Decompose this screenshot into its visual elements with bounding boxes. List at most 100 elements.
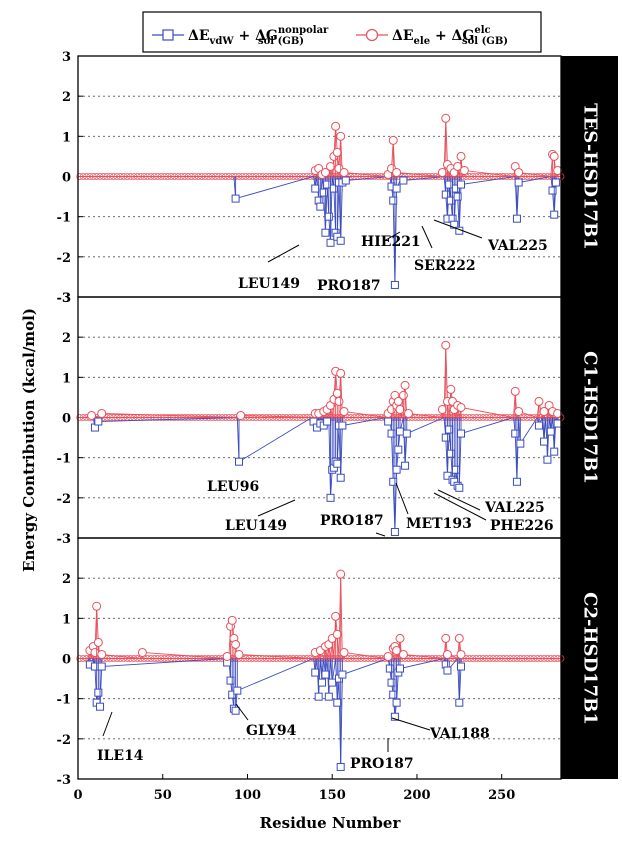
point-0-p2-25 [441, 433, 450, 442]
y-tick-label-p2-1: 1 [62, 371, 71, 386]
baseline-marker-p1-127 [289, 173, 297, 180]
point-0-p1-23 [445, 180, 454, 189]
baseline-marker-p2-71 [194, 414, 202, 421]
point-0-p1-19 [392, 184, 401, 193]
baseline-marker-p3-81 [211, 655, 219, 662]
baseline-marker-p1-89 [225, 173, 233, 180]
baseline-marker-p1-201 [415, 173, 422, 180]
point-1-p2-25 [441, 340, 451, 350]
point-0-p2-1 [94, 417, 103, 426]
baseline-marker-p3-49 [157, 655, 165, 662]
baseline-marker-p3-131 [296, 655, 304, 662]
baseline-marker-p1-37 [137, 173, 145, 180]
baseline-marker-p1-109 [259, 173, 267, 180]
point-0-p1-32 [514, 178, 523, 187]
x-tick-label-50: 50 [154, 788, 172, 803]
baseline-marker-p1-253 [503, 173, 511, 180]
baseline-marker-p1-135 [303, 173, 311, 180]
baseline-marker-p1-23 [113, 173, 121, 180]
point-1-p1-3 [320, 167, 330, 177]
y-tick-label-p3-0: 0 [62, 653, 71, 668]
baseline-marker-p1-53 [164, 173, 172, 180]
label-leu149-2: LEU149 [225, 518, 287, 534]
baseline-marker-p1-77 [205, 173, 212, 180]
point-1-p3-6 [137, 647, 147, 657]
baseline-marker-p1-73 [198, 173, 206, 180]
baseline-marker-p2-65 [184, 414, 192, 421]
y-tick-label-p1-3: 3 [62, 50, 71, 65]
baseline-marker-p3-255 [506, 655, 514, 662]
baseline-marker-p3-211 [432, 655, 439, 662]
baseline-marker-p2-231 [466, 414, 473, 421]
baseline-marker-p2-63 [181, 414, 189, 421]
baseline-marker-p3-99 [242, 655, 250, 662]
baseline-marker-p1-17 [103, 173, 111, 180]
point-0-p2-8 [326, 493, 335, 502]
point-0-p3-15 [321, 670, 330, 679]
point-1-p1-4 [326, 161, 336, 171]
point-1-p2-33 [514, 406, 524, 416]
panel-label-3: C2-HSD17B1 [580, 592, 601, 725]
point-1-p2-0 [87, 410, 97, 420]
point-0-p2-34 [457, 429, 466, 438]
arrow-phe226 [433, 492, 487, 521]
baseline-marker-p3-173 [367, 655, 375, 662]
baseline-marker-p1-71 [194, 173, 202, 180]
x-tick-label-0: 0 [73, 788, 82, 803]
baseline-marker-p2-81 [211, 414, 219, 421]
y-axis-label: Energy Contribution (kcal/mol) [20, 308, 38, 572]
baseline-marker-p3-31 [127, 655, 134, 662]
baseline-marker-p3-273 [537, 655, 545, 662]
baseline-marker-p3-117 [272, 655, 280, 662]
point-0-p1-26 [450, 220, 459, 229]
baseline-marker-p3-167 [357, 655, 365, 662]
baseline-marker-p1-5 [83, 173, 90, 180]
baseline-marker-p1-203 [418, 173, 426, 180]
baseline-marker-p2-61 [178, 414, 185, 421]
point-1-p2-20 [395, 404, 405, 414]
y-tick-label-p1-0: 0 [62, 171, 71, 186]
baseline-marker-p2-161 [347, 414, 355, 421]
point-0-p2-28 [446, 449, 455, 458]
series-0-p3 [85, 657, 466, 771]
baseline-marker-p2-267 [527, 414, 534, 421]
baseline-marker-p3-261 [516, 655, 524, 662]
baseline-marker-p2-235 [472, 414, 480, 421]
y-tick-label-p1--2: -2 [57, 251, 71, 266]
baseline-marker-p3-175 [371, 655, 378, 662]
point-0-p2-18 [389, 477, 398, 486]
baseline-marker-p3-201 [415, 655, 422, 662]
baseline-marker-p3-247 [493, 655, 500, 662]
point-0-p3-10 [231, 706, 240, 715]
legend: ΔEvdW + ΔGnonpolar sol (GB) ΔEele + ΔGelc… [142, 11, 542, 53]
point-0-p2-17 [387, 429, 396, 438]
baseline-marker-p1-205 [422, 173, 429, 180]
point-0-p3-22 [385, 664, 394, 673]
baseline-marker-p1-69 [191, 173, 199, 180]
point-1-p3-30 [454, 633, 464, 643]
baseline-marker-p3-207 [425, 655, 433, 662]
point-1-p2-22 [400, 380, 410, 390]
baseline-marker-p1-175 [371, 173, 378, 180]
baseline-marker-p2-117 [272, 414, 280, 421]
point-0-p1-6 [323, 180, 332, 189]
point-0-p2-42 [550, 447, 559, 456]
baseline-marker-p3-251 [500, 655, 507, 662]
point-1-p1-24 [514, 167, 524, 177]
point-1-p2-11 [334, 396, 344, 406]
point-0-p2-23 [401, 461, 410, 470]
point-1-p2-34 [534, 396, 544, 406]
baseline-marker-p1-207 [425, 173, 433, 180]
baseline-marker-p2-1 [76, 414, 84, 421]
point-0-p3-12 [311, 668, 320, 677]
point-1-p1-15 [437, 167, 447, 177]
point-0-p1-1 [311, 184, 320, 193]
point-0-p3-16 [324, 692, 333, 701]
baseline-marker-p1-11 [93, 173, 100, 180]
baseline-marker-p1-39 [140, 173, 148, 180]
baseline-marker-p1-9 [89, 173, 97, 180]
point-0-p1-20 [399, 176, 408, 185]
baseline-marker-p2-73 [198, 414, 206, 421]
point-0-p2-39 [540, 437, 549, 446]
label-leu149-1: LEU149 [238, 276, 300, 292]
